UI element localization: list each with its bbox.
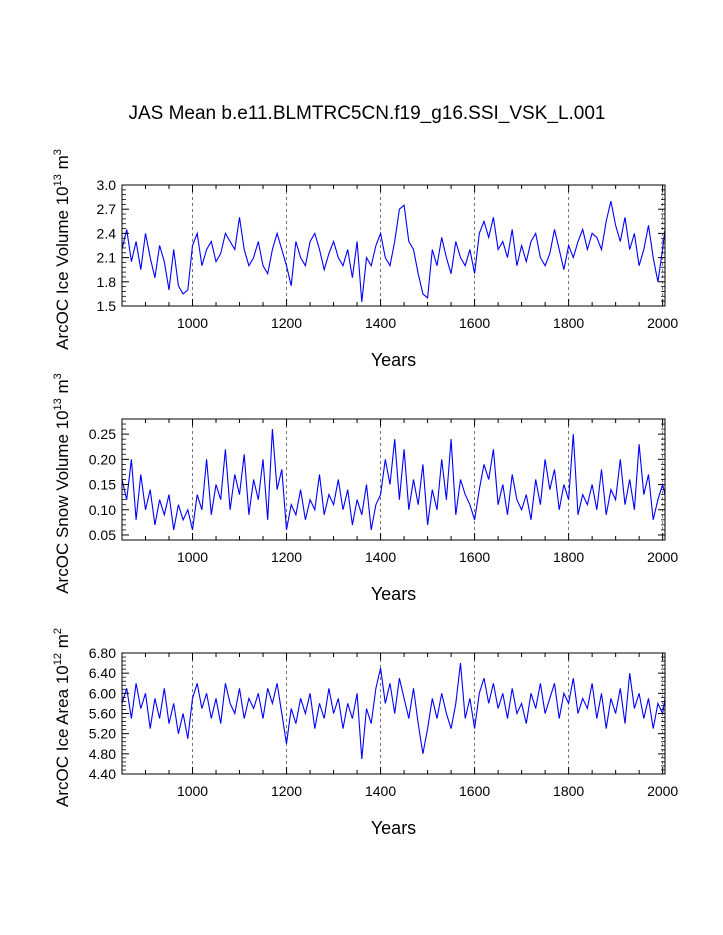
- figure-title: JAS Mean b.e11.BLMTRC5CN.f19_g16.SSI_VSK…: [128, 103, 605, 124]
- y-tick-label: 0.10: [89, 502, 116, 518]
- y-axis-label-superscript: 13: [52, 174, 64, 186]
- x-tick-label: 1200: [271, 549, 302, 565]
- x-tick-label: 1400: [365, 315, 396, 331]
- y-axis-label-superscript: 2: [52, 628, 64, 634]
- y-axis-label: ArcOC Ice Volume 1013 m3: [52, 149, 72, 350]
- y-tick-label: 6.80: [89, 645, 116, 661]
- plot-frame: [121, 652, 666, 775]
- x-tick-label: 1000: [177, 783, 208, 799]
- chart-panel-2: 1000 1200 1400 1600 1800 2000 0.05 0.10 0.15 0.20…: [52, 373, 678, 604]
- x-tick-label: 1000: [177, 315, 208, 331]
- x-tick-label: 1400: [365, 549, 396, 565]
- chart-panel-1: 1000 1200 1400 1600 1800 2000 1.5 1.8 2.1 2.4 2.7 3…: [52, 149, 678, 370]
- y-axis-label-text: m: [53, 155, 72, 174]
- y-tick-label: 2.4: [97, 225, 117, 241]
- x-tick-label: 1800: [553, 549, 584, 565]
- y-tick-label: 0.25: [89, 426, 116, 442]
- x-tick-label: 1200: [271, 315, 302, 331]
- y-tick-label: 4.40: [89, 766, 116, 782]
- series-line: [121, 429, 666, 531]
- chart-panels: 1000 1200 1400 1600 1800 2000 1.5 1.8 2.1 2.4 2.7 3…: [52, 149, 678, 838]
- y-axis-label-text: ArcOC Ice Volume 10: [53, 186, 72, 349]
- x-tick-label: 1800: [553, 783, 584, 799]
- y-tick-label: 3.0: [97, 177, 117, 193]
- y-tick-label: 1.5: [97, 298, 117, 314]
- y-axis-label-superscript: 12: [52, 653, 64, 665]
- y-tick-label: 4.80: [89, 746, 116, 762]
- plot-frame: [121, 418, 666, 541]
- series-line: [121, 200, 666, 303]
- y-axis-label-text: m: [53, 379, 72, 398]
- y-tick-label: 2.1: [97, 250, 117, 266]
- y-axis-label-superscript: 3: [52, 149, 64, 155]
- x-tick-label: 1800: [553, 315, 584, 331]
- y-axis-label-superscript: 3: [52, 373, 64, 379]
- chart-panel-3: 1000 1200 1400 1600 1800 2000 4.40 4.80 5.20 5.60…: [52, 628, 678, 838]
- y-tick-label: 0.20: [89, 451, 116, 467]
- x-axis-label: Years: [371, 818, 416, 838]
- x-tick-label: 1600: [459, 783, 490, 799]
- y-axis-label-superscript: 13: [52, 398, 64, 410]
- y-tick-label: 2.7: [97, 201, 117, 217]
- x-axis-label: Years: [371, 584, 416, 604]
- y-axis-label: ArcOC Snow Volume 1013 m3: [52, 373, 72, 594]
- plot-frame: [121, 184, 666, 307]
- x-tick-label: 2000: [647, 549, 678, 565]
- y-axis-label-text: ArcOC Snow Volume 10: [53, 410, 72, 593]
- y-tick-label: 6.40: [89, 665, 116, 681]
- y-tick-label: 1.8: [97, 274, 117, 290]
- x-tick-label: 1200: [271, 783, 302, 799]
- y-tick-label: 0.05: [89, 527, 116, 543]
- y-tick-label: 5.20: [89, 726, 116, 742]
- y-axis-label-text: m: [53, 634, 72, 653]
- x-tick-label: 2000: [647, 315, 678, 331]
- x-tick-label: 1600: [459, 549, 490, 565]
- x-tick-label: 1600: [459, 315, 490, 331]
- x-axis-label: Years: [371, 350, 416, 370]
- series-line: [121, 663, 666, 759]
- y-axis-label-text: ArcOC Ice Area 10: [53, 665, 72, 807]
- y-tick-label: 0.15: [89, 477, 116, 493]
- y-axis-label: ArcOC Ice Area 1012 m2: [52, 628, 72, 807]
- x-tick-label: 1000: [177, 549, 208, 565]
- x-tick-label: 1400: [365, 783, 396, 799]
- x-tick-label: 2000: [647, 783, 678, 799]
- y-tick-label: 5.60: [89, 706, 116, 722]
- y-tick-label: 6.00: [89, 685, 116, 701]
